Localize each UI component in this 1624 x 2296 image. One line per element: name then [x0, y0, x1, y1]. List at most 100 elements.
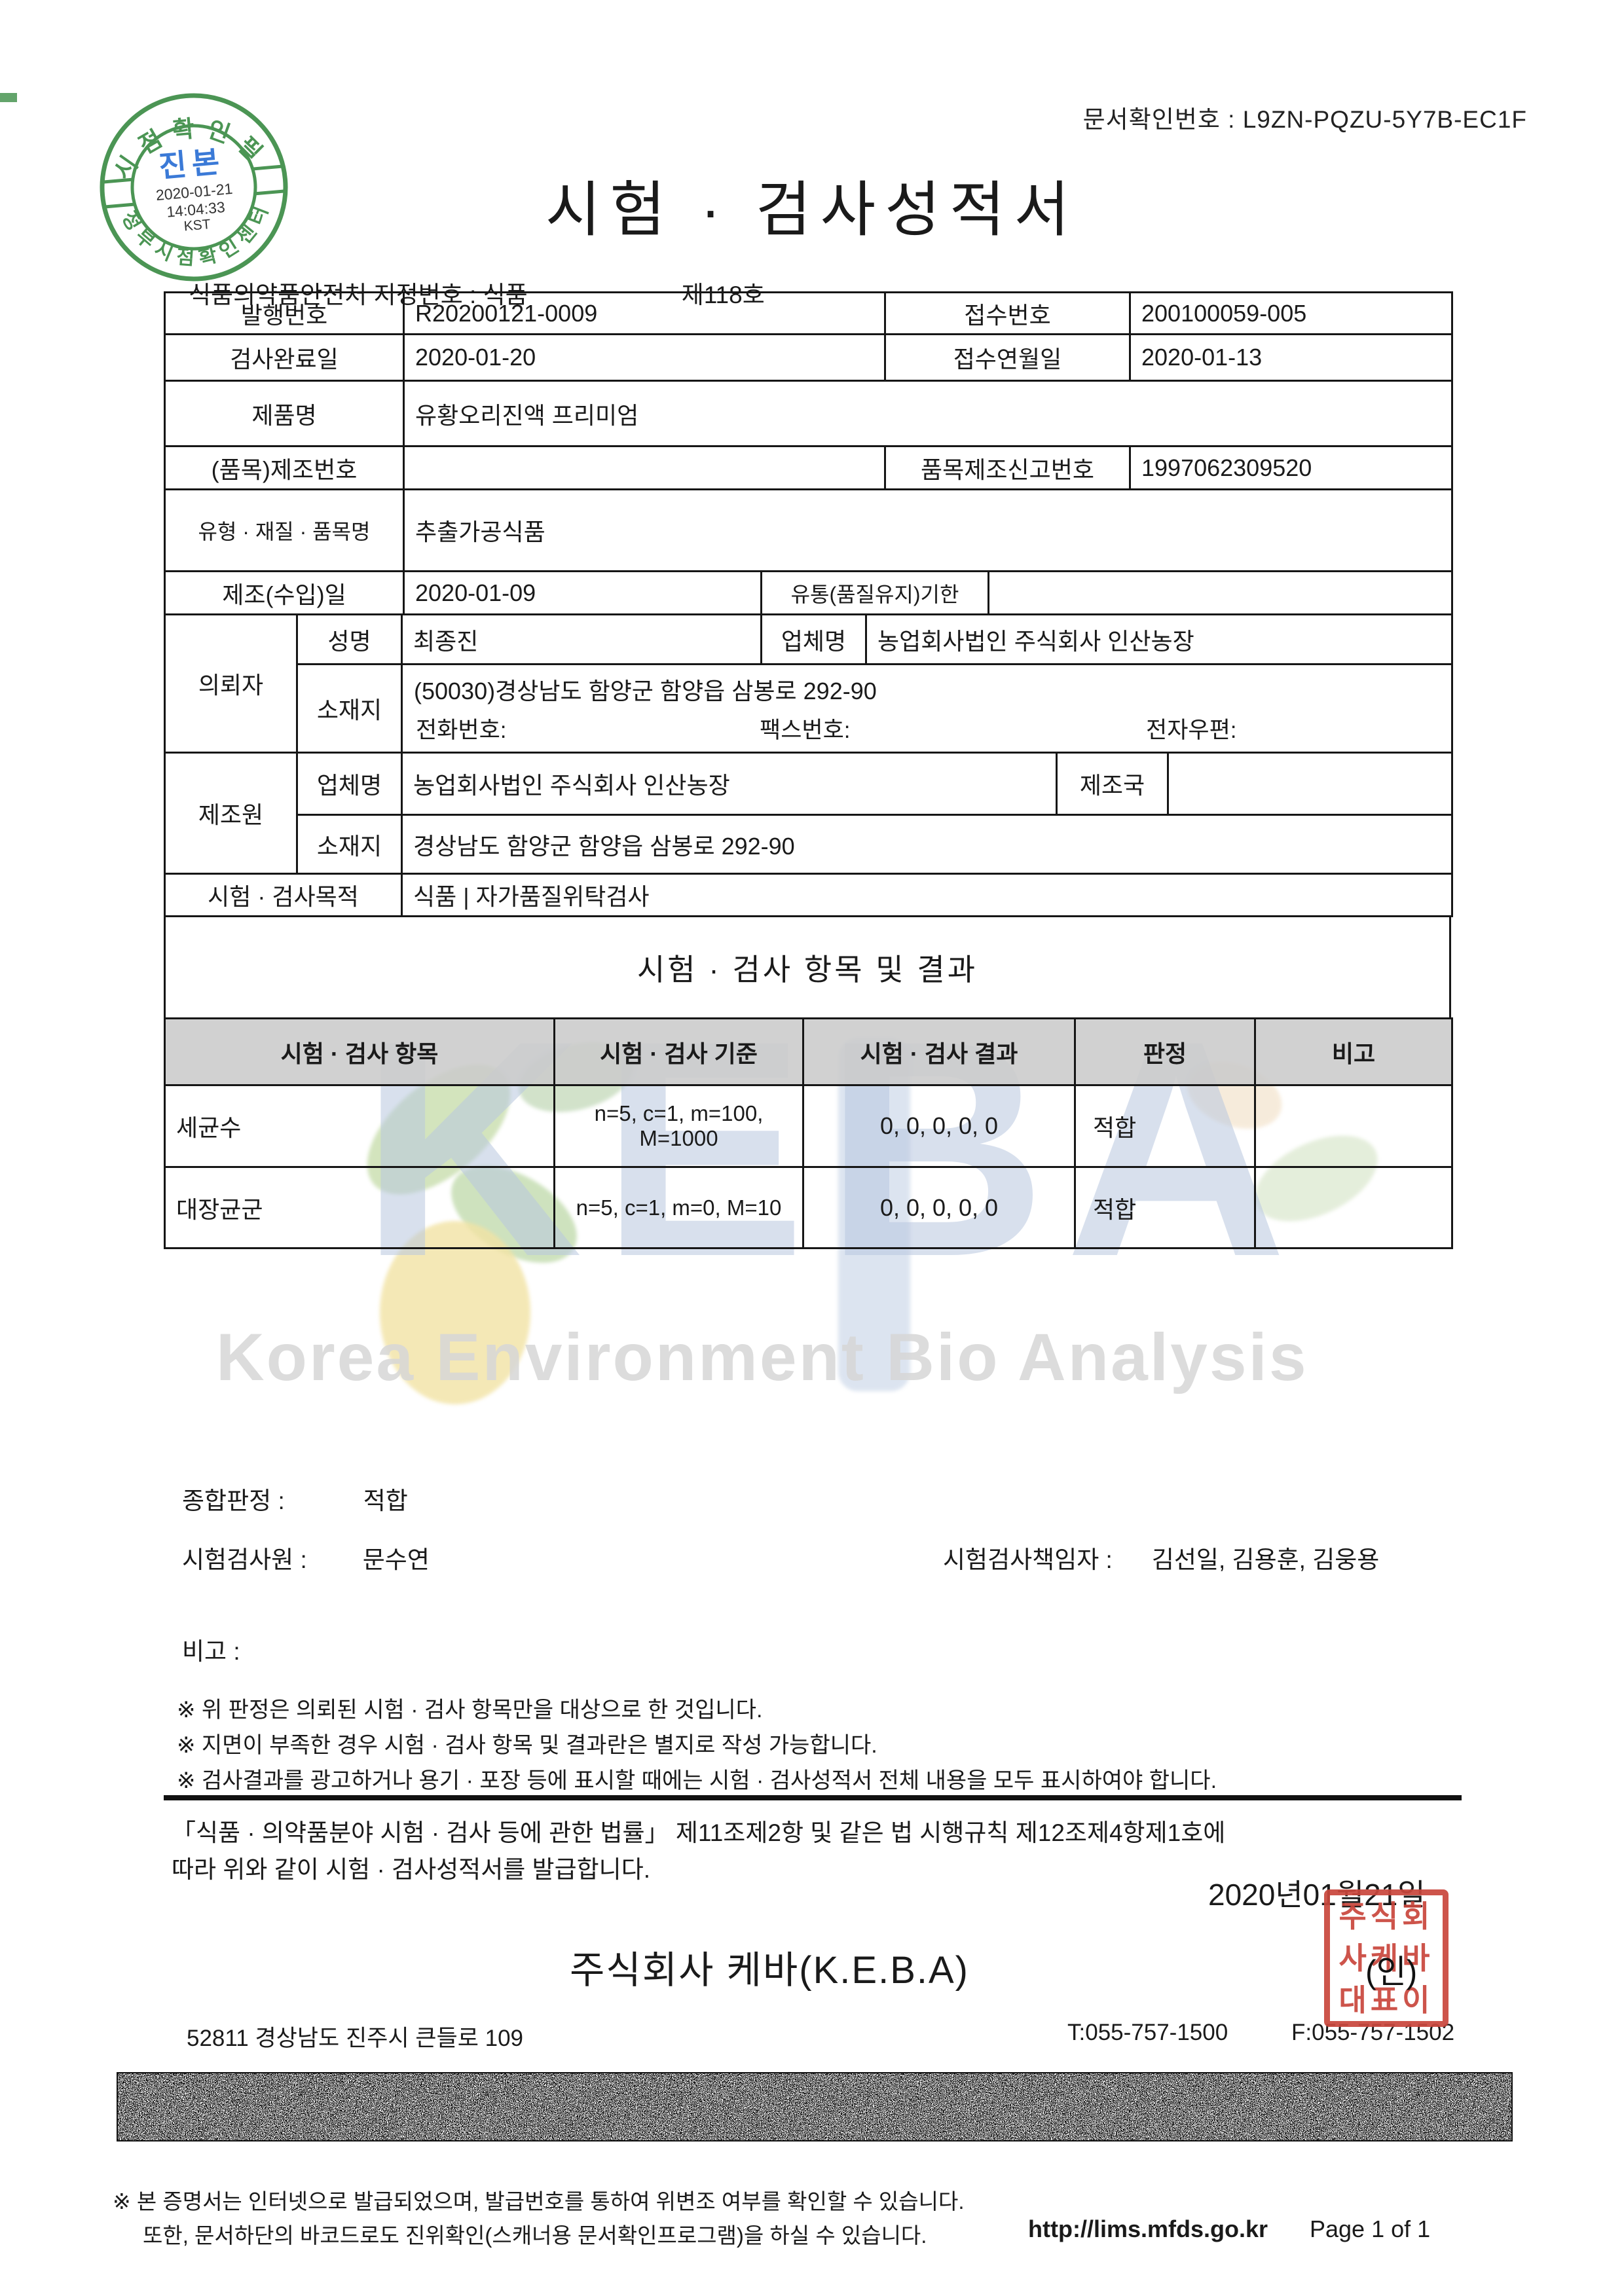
- table-row: 세균수 n=5, c=1, m=100, M=1000 0, 0, 0, 0, …: [164, 1084, 1453, 1168]
- overall-judgement-label: 종합판정 :: [182, 1487, 285, 1514]
- table-row: 시험 · 검사 항목 및 결과: [164, 915, 1451, 1019]
- results-section-title: 시험 · 검사 항목 및 결과: [164, 915, 1451, 1019]
- type-label: 유형 · 재질 · 품목명: [164, 488, 405, 572]
- law-line-2: 따라 위와 같이 시험 · 검사성적서를 발급합니다.: [172, 1856, 651, 1883]
- manager-label: 시험검사책임자 :: [943, 1546, 1113, 1573]
- results-header-standard: 시험 · 검사 기준: [553, 1017, 804, 1086]
- product-name-value: 유황오리진액 프리미엄: [403, 380, 1453, 447]
- results-header-result: 시험 · 검사 결과: [802, 1017, 1076, 1086]
- report-no-value: 1997062309520: [1129, 445, 1453, 490]
- result-judgement: 적합: [1074, 1166, 1256, 1249]
- overall-judgement-value: 적합: [363, 1487, 408, 1514]
- client-company-value: 농업회사법인 주식회사 인산농장: [865, 613, 1453, 665]
- result-value: 0, 0, 0, 0, 0: [802, 1084, 1076, 1168]
- result-standard: n=5, c=1, m=0, M=10: [553, 1166, 804, 1249]
- expiry-label: 유통(품질유지)기한: [760, 570, 989, 615]
- stamp-original-mark: 진본: [157, 144, 226, 184]
- issue-no-label: 발행번호: [164, 291, 405, 335]
- separator-rule: [164, 1795, 1462, 1800]
- result-standard: n=5, c=1, m=100, M=1000: [553, 1084, 804, 1168]
- watermark-subtitle: Korea Environment Bio Analysis: [216, 1320, 1308, 1394]
- verification-url: http://lims.mfds.go.kr: [1028, 2215, 1268, 2242]
- law-line-1: 「식품 · 의약품분야 시험 · 검사 등에 관한 법률」 제11조제2항 및 …: [172, 1819, 1226, 1846]
- remark-line: 비고 :: [182, 1638, 240, 1665]
- table-row: (품목)제조번호 품목제조신고번호 1997062309520: [164, 445, 1453, 490]
- verification-barcode-strip: [117, 2072, 1513, 2141]
- tester-value: 문수연: [362, 1546, 430, 1573]
- footnotes: ※ 위 판정은 의뢰된 시험 · 검사 항목만을 대상으로 한 것입니다. ※ …: [177, 1692, 1217, 1798]
- client-addr-value: (50030)경상남도 함양군 함양읍 삼봉로 292-90: [414, 678, 877, 704]
- client-phone-label: 전화번호:: [416, 718, 507, 743]
- table-row: 제품명 유황오리진액 프리미엄: [164, 380, 1453, 447]
- receipt-no-value: 200100059-005: [1129, 291, 1453, 335]
- issuance-statement: 「식품 · 의약품분야 시험 · 검사 등에 관한 법률」 제11조제2항 및 …: [172, 1815, 1225, 1888]
- lot-no-label: (품목)제조번호: [164, 445, 405, 490]
- footer-note-1: ※ 본 증명서는 인터넷으로 발급되었으며, 발급번호를 통하여 위변조 여부를…: [113, 2189, 965, 2214]
- mfg-date-label: 제조(수입)일: [164, 570, 405, 615]
- client-table: 의뢰자 성명 최종진 업체명 농업회사법인 주식회사 인산농장 소재지 (500…: [164, 613, 1453, 754]
- result-item: 대장균군: [164, 1166, 555, 1249]
- lot-no-value: [403, 445, 886, 490]
- client-addr-cell: (50030)경상남도 함양군 함양읍 삼봉로 292-90 전화번호: 팩스번…: [401, 663, 1453, 754]
- issue-no-value: R20200121-0009: [403, 291, 886, 335]
- maker-label: 제조원: [164, 752, 298, 875]
- table-row: 소재지 (50030)경상남도 함양군 함양읍 삼봉로 292-90 전화번호:…: [165, 663, 1453, 754]
- results-section-title-table: 시험 · 검사 항목 및 결과: [164, 915, 1451, 1019]
- seal-row: 사케바: [1338, 1941, 1434, 1975]
- info-table-basic: 발행번호 R20200121-0009 접수번호 200100059-005 검…: [164, 291, 1453, 572]
- seal-row: 주식회: [1338, 1899, 1434, 1933]
- footer-note-2: 또한, 문서하단의 바코드로도 진위확인(스캐너용 문서확인프로그램)을 하실 …: [143, 2223, 927, 2248]
- footnote-3: ※ 검사결과를 광고하거나 용기 · 포장 등에 표시할 때에는 시험 · 검사…: [177, 1768, 1217, 1793]
- maker-addr-value: 경상남도 함양군 함양읍 삼봉로 292-90: [401, 814, 1453, 875]
- certificate-tables: 발행번호 R20200121-0009 접수번호 200100059-005 검…: [164, 291, 1453, 1249]
- expiry-value: [987, 570, 1453, 615]
- result-judgement: 적합: [1074, 1084, 1256, 1168]
- results-table: 시험 · 검사 항목 시험 · 검사 기준 시험 · 검사 결과 판정 비고 세…: [164, 1017, 1453, 1249]
- footnote-2: ※ 지면이 부족한 경우 시험 · 검사 항목 및 결과란은 별지로 작성 가능…: [177, 1733, 877, 1758]
- purpose-label: 시험 · 검사목적: [164, 873, 403, 917]
- table-row: 제조(수입)일 2020-01-09 유통(품질유지)기한: [164, 570, 1453, 615]
- corporate-seal: 주식회 사케바 대표이: [1324, 1889, 1449, 2027]
- client-label: 의뢰자: [164, 613, 298, 754]
- results-header-item: 시험 · 검사 항목: [164, 1017, 555, 1086]
- results-header-remark: 비고: [1254, 1017, 1453, 1086]
- table-row: 의뢰자 성명 최종진 업체명 농업회사법인 주식회사 인산농장: [164, 613, 1453, 754]
- page-title: 시험 · 검사성적서: [545, 177, 1079, 244]
- seal-row: 대표이: [1338, 1983, 1434, 2017]
- complete-date-value: 2020-01-20: [403, 333, 886, 382]
- tester-label: 시험검사원 :: [182, 1546, 307, 1573]
- client-fax-label: 팩스번호:: [760, 718, 851, 743]
- manager-line: 시험검사책임자 : 김선일, 김용훈, 김웅용: [943, 1540, 1379, 1575]
- company-address: 52811 경상남도 진주시 큰들로 109: [187, 2026, 524, 2051]
- client-name-label: 성명: [296, 613, 403, 665]
- stamp-timezone: KST: [183, 217, 212, 234]
- table-row: 검사완료일 2020-01-20 접수연월일 2020-01-13: [164, 333, 1453, 382]
- receipt-date-value: 2020-01-13: [1129, 333, 1453, 382]
- company-tel: T:055-757-1500: [1067, 2020, 1228, 2045]
- purpose-table: 시험 · 검사목적 식품 | 자가품질위탁검사: [164, 873, 1453, 917]
- overall-judgement-line: 종합판정 : 적합: [182, 1481, 408, 1516]
- table-row: 소재지 경상남도 함양군 함양읍 삼봉로 292-90: [165, 814, 1453, 875]
- table-row: 대장균군 n=5, c=1, m=0, M=10 0, 0, 0, 0, 0 적…: [164, 1166, 1453, 1249]
- scan-artifact: [0, 93, 17, 102]
- mfg-date-value: 2020-01-09: [403, 570, 762, 615]
- manufacturer-table: 제조원 업체명 농업회사법인 주식회사 인산농장 제조국 소재지 경상남도 함양…: [164, 752, 1453, 875]
- receipt-no-label: 접수번호: [884, 291, 1131, 335]
- result-item: 세균수: [164, 1084, 555, 1168]
- seal-placeholder-mark: (인): [1365, 1954, 1418, 1990]
- report-no-label: 품목제조신고번호: [884, 445, 1131, 490]
- document-verify-number: 문서확인번호 : L9ZN-PQZU-5Y7B-EC1F: [1082, 106, 1527, 133]
- maker-country-label: 제조국: [1056, 752, 1169, 816]
- purpose-value: 식품 | 자가품질위탁검사: [401, 873, 1453, 917]
- product-name-label: 제품명: [164, 380, 405, 447]
- page-number: Page 1 of 1: [1310, 2215, 1431, 2242]
- client-company-label: 업체명: [760, 613, 867, 665]
- table-row: 시험 · 검사목적 식품 | 자가품질위탁검사: [164, 873, 1453, 917]
- maker-company-value: 농업회사법인 주식회사 인산농장: [401, 752, 1058, 816]
- origin-verification-stamp: 시점확인필 정부시점확인센터 진본 2020-01-21 14:04:33 KS…: [100, 93, 288, 282]
- complete-date-label: 검사완료일: [164, 333, 405, 382]
- issuing-company-name: 주식회사 케바(K.E.B.A): [570, 1949, 969, 1992]
- watermark-drop-yellow: [380, 1221, 530, 1404]
- manager-value: 김선일, 김용훈, 김웅용: [1151, 1546, 1380, 1573]
